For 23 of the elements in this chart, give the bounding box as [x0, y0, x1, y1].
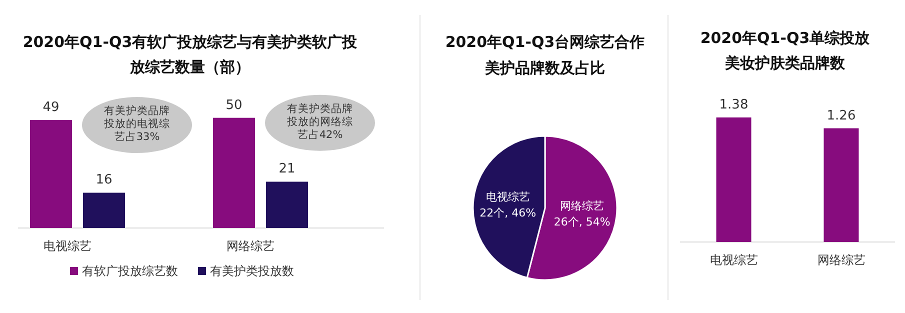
data-label: 16 [96, 172, 112, 188]
bar [30, 120, 72, 228]
data-label: 22个, 46% [480, 206, 536, 220]
data-label: 21 [278, 162, 296, 177]
chart-title: 2020年Q1-Q3台网综艺合作美护品牌数及占比 [445, 33, 645, 77]
bar [266, 182, 308, 228]
chart-title: 2020年Q1-Q3单综投放美妆护肤类品牌数 [700, 29, 871, 72]
note-bubble: 有美护类品牌投放的网络综艺占42% [265, 94, 375, 151]
legend-label: 有美护类投放数 [210, 264, 294, 278]
data-label: 50 [226, 98, 242, 113]
slice-label: 网络综艺 [560, 200, 604, 213]
data-label: 1.26 [826, 108, 856, 124]
slice-label: 电视综艺 [486, 190, 530, 204]
data-label: 1.38 [719, 97, 748, 112]
bar [83, 192, 125, 228]
chart-title: 2020年Q1-Q3有软广投放综艺与有美护类软广投放综艺数量（部） [22, 33, 358, 76]
legend-label: 有软广投放综艺数 [82, 264, 178, 278]
annotation: 有美护类品牌投放的电视综艺占33% [103, 104, 170, 144]
annotation: 有美护类品牌投放的网络综艺占42% [286, 102, 353, 141]
note-bubble: 有美护类品牌投放的电视综艺占33% [82, 97, 192, 154]
data-label: 26个, 54% [554, 216, 610, 229]
bar [213, 118, 255, 228]
data-label: 49 [42, 100, 60, 116]
